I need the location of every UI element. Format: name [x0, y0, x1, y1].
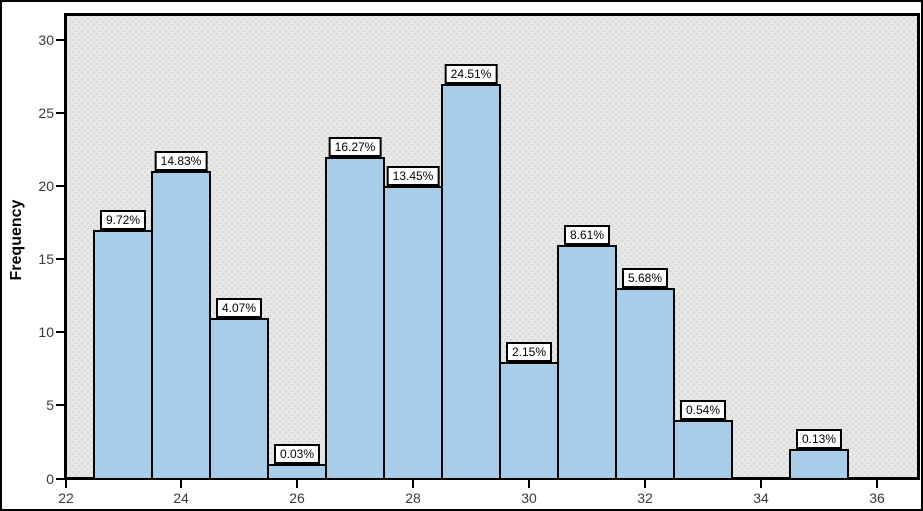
bar-percentage-label: 4.07% — [215, 298, 263, 318]
bar-percentage-label: 16.27% — [328, 137, 382, 157]
y-tick-mark — [56, 185, 66, 187]
bar-percentage-label: 13.45% — [386, 166, 440, 186]
x-tick-label: 32 — [637, 490, 653, 506]
histogram-bar — [673, 420, 733, 480]
x-tick-label: 28 — [405, 490, 421, 506]
y-tick-mark — [56, 39, 66, 41]
x-tick-label: 22 — [58, 490, 74, 506]
x-tick-label: 26 — [289, 490, 305, 506]
y-tick-label: 15 — [38, 251, 54, 267]
x-tick-label: 34 — [753, 490, 769, 506]
histogram-bar — [151, 171, 211, 480]
bar-percentage-label: 5.68% — [621, 268, 669, 288]
y-tick-mark — [56, 404, 66, 406]
y-tick-mark — [56, 258, 66, 260]
histogram-bar — [789, 449, 849, 480]
y-tick-mark — [56, 478, 66, 480]
bar-percentage-label: 2.15% — [505, 342, 553, 362]
x-tick-mark — [296, 480, 298, 488]
y-tick-mark — [56, 331, 66, 333]
x-tick-mark — [760, 480, 762, 488]
y-tick-mark — [56, 112, 66, 114]
bar-percentage-label: 14.83% — [154, 151, 208, 171]
x-tick-mark — [180, 480, 182, 488]
bar-percentage-label: 8.61% — [563, 225, 611, 245]
x-tick-mark — [412, 480, 414, 488]
x-tick-mark — [65, 480, 67, 488]
histogram-bar — [93, 230, 153, 480]
x-tick-mark — [644, 480, 646, 488]
bar-percentage-label: 0.13% — [795, 429, 843, 449]
x-tick-label: 30 — [521, 490, 537, 506]
x-tick-label: 24 — [173, 490, 189, 506]
bar-percentage-label: 0.03% — [273, 444, 321, 464]
histogram-bar — [499, 362, 559, 480]
histogram-bar — [209, 318, 269, 480]
y-tick-label: 0 — [46, 471, 54, 487]
x-tick-mark — [528, 480, 530, 488]
bar-percentage-label: 0.54% — [679, 400, 727, 420]
y-tick-label: 25 — [38, 105, 54, 121]
histogram-bar — [267, 464, 327, 480]
y-tick-label: 5 — [46, 397, 54, 413]
bar-percentage-label: 24.51% — [444, 64, 498, 84]
histogram-bar — [383, 186, 443, 480]
histogram-bar — [615, 288, 675, 480]
histogram-bar — [325, 157, 385, 480]
y-axis-title: Frequency — [8, 199, 25, 281]
bar-percentage-label: 9.72% — [99, 210, 147, 230]
x-tick-mark — [876, 480, 878, 488]
y-tick-label: 20 — [38, 178, 54, 194]
x-tick-label: 36 — [869, 490, 885, 506]
y-tick-label: 10 — [38, 324, 54, 340]
histogram-bar — [557, 245, 617, 480]
y-tick-label: 30 — [38, 32, 54, 48]
histogram-bar — [441, 84, 501, 480]
